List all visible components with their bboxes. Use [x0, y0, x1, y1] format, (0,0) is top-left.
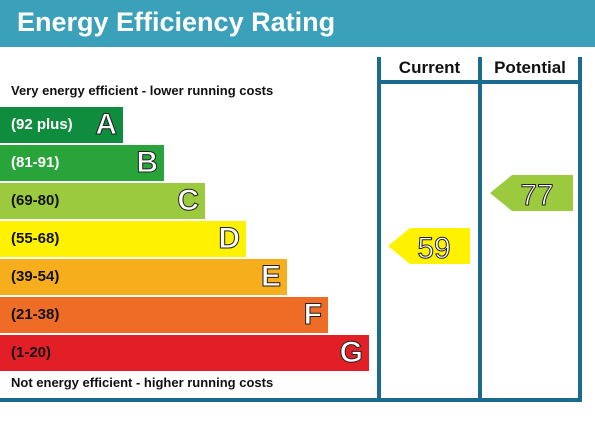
band-letter: E [260, 260, 281, 294]
potential-rating-value: 77 [520, 179, 553, 211]
band-range: (39-54) [11, 268, 60, 285]
band-a: (92 plus) A [0, 107, 123, 143]
column-header-potential: Potential [494, 58, 566, 77]
current-rating-arrow: 59 [388, 228, 470, 264]
top-caption: Very energy efficient - lower running co… [11, 83, 274, 98]
potential-rating-arrow: 77 [490, 175, 573, 211]
band-range: (55-68) [11, 230, 60, 247]
frame-line-middle [478, 57, 482, 401]
band-letter: B [136, 146, 159, 180]
band-range: (1-20) [11, 344, 52, 361]
potential-arrow-shape [490, 175, 573, 211]
band-letter: D [218, 222, 241, 256]
band-range: (81-91) [11, 154, 60, 171]
current-arrow-shape [388, 228, 470, 264]
band-f: (21-38) F [0, 297, 328, 333]
band-c: (69-80) C [0, 183, 205, 219]
bottom-border [0, 398, 582, 402]
band-range: (21-38) [11, 306, 60, 323]
band-g: (1-20) G [0, 335, 369, 371]
frame-line-left [377, 57, 381, 401]
band-range: (92 plus) [11, 116, 73, 133]
frame-line-right [578, 57, 582, 401]
header-divider [377, 80, 582, 84]
band-d: (55-68) D [0, 221, 246, 257]
band-letter: A [95, 108, 118, 142]
current-rating-value: 59 [417, 232, 450, 264]
bottom-caption: Not energy efficient - higher running co… [11, 375, 274, 390]
band-letter: F [303, 298, 322, 332]
band-range: (69-80) [11, 192, 60, 209]
band-b: (81-91) B [0, 145, 164, 181]
band-letter: C [177, 184, 200, 218]
page-title: Energy Efficiency Rating [17, 7, 336, 37]
header-bar: Energy Efficiency Rating [0, 0, 595, 47]
column-header-current: Current [398, 58, 461, 77]
band-letter: G [339, 336, 363, 370]
band-e: (39-54) E [0, 259, 287, 295]
